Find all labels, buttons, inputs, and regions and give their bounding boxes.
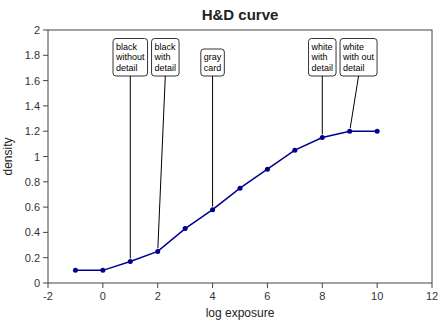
y-tick-label: 0.2 xyxy=(25,252,40,264)
y-tick-label: 0.8 xyxy=(25,176,40,188)
y-tick-label: 1 xyxy=(34,151,40,163)
x-tick-label: 0 xyxy=(100,290,106,302)
x-tick-label: 12 xyxy=(426,290,438,302)
y-tick xyxy=(43,181,48,182)
y-tick xyxy=(43,105,48,106)
y-tick xyxy=(43,232,48,233)
x-tick xyxy=(432,283,433,288)
y-tick xyxy=(43,257,48,258)
annotation-leader xyxy=(350,76,358,128)
annotation: graycard xyxy=(201,49,225,207)
annotation-text: whitewith outdetail xyxy=(342,42,375,73)
y-tick xyxy=(43,156,48,157)
x-tick-label: -2 xyxy=(43,290,53,302)
y-axis-label: density xyxy=(1,137,15,175)
annotation-line: detail xyxy=(343,63,365,73)
annotation-line: white xyxy=(342,42,364,52)
annotations: blackwithoutdetailblackwithdetailgraycar… xyxy=(113,39,377,259)
x-tick xyxy=(377,283,378,288)
annotation-text: whitewithdetail xyxy=(311,42,334,73)
y-tick xyxy=(43,80,48,81)
y-tick xyxy=(43,207,48,208)
y-tick xyxy=(43,30,48,31)
title: H&D curve xyxy=(202,6,279,23)
point xyxy=(292,148,297,153)
annotation-text: blackwithoutdetail xyxy=(115,42,145,73)
annotation-leader xyxy=(158,76,165,248)
x-tick-label: 4 xyxy=(210,290,216,302)
point xyxy=(265,167,270,172)
annotation-leader xyxy=(322,76,323,135)
plot-frame xyxy=(48,30,432,283)
annotation-line: with out xyxy=(342,52,375,62)
y-tick xyxy=(43,131,48,132)
annotation-line: black xyxy=(116,42,138,52)
annotation-box xyxy=(152,39,180,77)
annotation-line: black xyxy=(155,42,177,52)
chart: -202468101200.20.40.60.811.21.41.61.82bl… xyxy=(0,0,444,325)
annotation-line: detail xyxy=(116,63,138,73)
x-tick xyxy=(157,283,158,288)
point xyxy=(128,259,133,264)
annotation-text: graycard xyxy=(204,52,222,73)
x-tick xyxy=(322,283,323,288)
point xyxy=(375,129,380,134)
y-tick-label: 1.8 xyxy=(25,49,40,61)
annotation: blackwithoutdetail xyxy=(113,39,148,259)
point xyxy=(347,129,352,134)
y-tick-label: 1.6 xyxy=(25,75,40,87)
data-group xyxy=(73,129,380,273)
plot-area xyxy=(48,30,432,283)
annotation-leader xyxy=(212,76,213,207)
annotation-line: with xyxy=(154,52,171,62)
annotation-line: without xyxy=(115,52,145,62)
point xyxy=(238,186,243,191)
y-tick-label: 2 xyxy=(34,24,40,36)
x-tick-label: 2 xyxy=(155,290,161,302)
annotation-text: blackwithdetail xyxy=(154,42,177,73)
point xyxy=(155,249,160,254)
annotation-line: detail xyxy=(155,63,177,73)
annotation-line: gray xyxy=(204,52,222,62)
annotation-box xyxy=(201,49,225,76)
x-tick xyxy=(48,283,49,288)
background xyxy=(0,0,444,325)
y-tick xyxy=(43,55,48,56)
point xyxy=(183,226,188,231)
y-tick-label: 0.4 xyxy=(25,226,40,238)
point xyxy=(100,268,105,273)
point xyxy=(320,135,325,140)
x-tick-label: 6 xyxy=(264,290,270,302)
y-tick-label: 1.4 xyxy=(25,100,40,112)
annotation: whitewithdetail xyxy=(309,39,337,135)
x-axis-label: log exposure xyxy=(206,306,275,320)
x-tick xyxy=(267,283,268,288)
annotation: whitewith outdetail xyxy=(340,39,377,129)
x-tick-label: 8 xyxy=(319,290,325,302)
x-tick-label: 10 xyxy=(371,290,383,302)
annotation-line: detail xyxy=(312,63,334,73)
annotation-box xyxy=(309,39,337,77)
annotation-line: with xyxy=(311,52,328,62)
y-tick-label: 0.6 xyxy=(25,201,40,213)
annotation-box xyxy=(113,39,148,77)
x-tick xyxy=(102,283,103,288)
annotation-leader xyxy=(130,76,131,258)
point xyxy=(210,207,215,212)
annotation-line: white xyxy=(311,42,333,52)
curve xyxy=(75,131,377,270)
y-tick-label: 0 xyxy=(34,277,40,289)
annotation-box xyxy=(340,39,377,77)
annotation-line: card xyxy=(204,63,222,73)
point xyxy=(73,268,78,273)
x-tick xyxy=(212,283,213,288)
annotation: blackwithdetail xyxy=(152,39,180,249)
y-tick xyxy=(43,283,48,284)
y-tick-label: 1.2 xyxy=(25,125,40,137)
